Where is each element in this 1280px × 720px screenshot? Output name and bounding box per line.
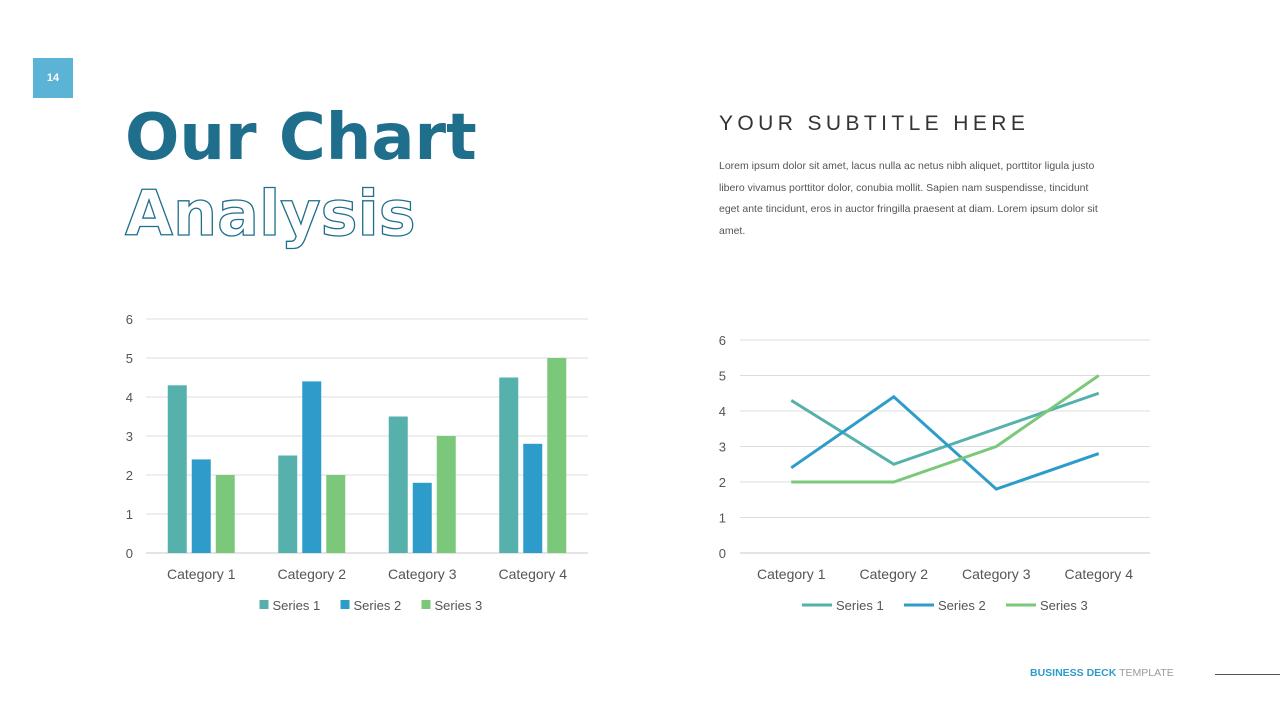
page-number-badge: 14 (33, 58, 73, 98)
series-line (790, 394, 1100, 491)
legend-label: Series 2 (938, 598, 986, 613)
y-tick-label: 3 (719, 440, 726, 455)
y-tick-label: 0 (126, 546, 133, 561)
slide-title-outline: Analysis (124, 176, 416, 250)
legend-label: Series 3 (435, 598, 483, 613)
bar (436, 436, 456, 553)
x-tick-label: Category 4 (499, 566, 568, 582)
y-tick-label: 6 (126, 312, 133, 327)
series-line (791, 374, 1100, 484)
y-tick-label: 3 (126, 429, 133, 444)
bar (302, 381, 322, 553)
y-tick-label: 6 (719, 333, 726, 348)
x-tick-label: Category 3 (388, 566, 457, 582)
x-tick-label: Category 3 (962, 566, 1031, 582)
bar (412, 482, 432, 553)
x-tick-label: Category 2 (278, 566, 347, 582)
y-tick-label: 1 (719, 511, 726, 526)
legend-label: Series 2 (354, 598, 402, 613)
legend-item: Series 1 (802, 598, 884, 613)
bar (499, 377, 519, 553)
y-tick-label: 2 (126, 468, 133, 483)
x-tick-label: Category 1 (757, 566, 826, 582)
footer-brand: BUSINESS DECK TEMPLATE (1030, 667, 1174, 679)
bar (547, 358, 567, 553)
legend-swatch (259, 600, 269, 609)
bar (215, 475, 235, 553)
footer-divider (1215, 674, 1280, 675)
bar (326, 475, 346, 553)
legend-swatch (421, 600, 431, 609)
legend-item: Series 3 (1006, 598, 1088, 613)
x-tick-label: Category 4 (1065, 566, 1134, 582)
legend-item: Series 2 (904, 598, 986, 613)
x-tick-label: Category 2 (860, 566, 929, 582)
legend-item: Series 1 (259, 598, 321, 613)
y-tick-label: 5 (719, 369, 726, 384)
y-tick-label: 1 (126, 507, 133, 522)
bar (191, 459, 211, 553)
x-tick-label: Category 1 (167, 566, 236, 582)
legend-item: Series 3 (421, 598, 483, 613)
legend-label: Series 3 (1040, 598, 1088, 613)
line-chart: 0 1 2 3 4 5 6 Category 1 Category 2 Category 3 Cat… (719, 333, 1150, 613)
legend-swatch (340, 600, 350, 609)
legend-label: Series 1 (273, 598, 321, 613)
bar (278, 455, 298, 553)
y-tick-label: 4 (126, 390, 133, 405)
body-paragraph: Lorem ipsum dolor sit amet, lacus nulla … (719, 160, 1098, 237)
y-tick-label: 4 (719, 404, 726, 419)
footer-brand-light: TEMPLATE (1116, 667, 1174, 679)
bar (388, 416, 408, 553)
page-number: 14 (46, 72, 60, 84)
y-tick-label: 2 (719, 475, 726, 490)
legend-item: Series 2 (340, 598, 402, 613)
bar-chart: 0 1 2 3 4 5 6 Category 1 Category 2 Category 3 Cat… (126, 312, 588, 613)
slide-title: Our Chart (125, 101, 477, 175)
footer-brand-bold: BUSINESS DECK (1030, 667, 1117, 679)
slide-subtitle: YOUR SUBTITLE HERE (719, 112, 1030, 135)
bar (167, 385, 187, 553)
y-tick-label: 5 (126, 351, 133, 366)
legend-label: Series 1 (836, 598, 884, 613)
series-line (790, 391, 1100, 466)
bar (523, 443, 543, 553)
y-tick-label: 0 (719, 546, 726, 561)
